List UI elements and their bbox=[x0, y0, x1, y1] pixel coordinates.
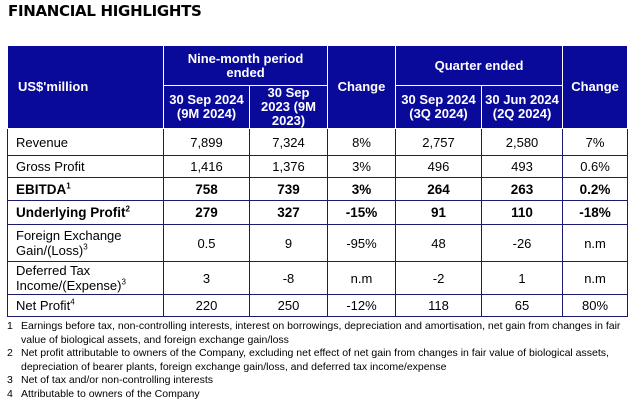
cell-value: 9 bbox=[248, 224, 329, 262]
table-row: Revenue 7,899 7,324 8% 2,757 2,580 7% bbox=[7, 128, 629, 156]
cell-value: -12% bbox=[327, 294, 397, 317]
cell-value: 91 bbox=[395, 200, 483, 225]
unit-header: US$'million bbox=[7, 45, 164, 129]
footnote-number: 4 bbox=[7, 387, 13, 400]
row-label: Net Profit4 bbox=[7, 294, 164, 317]
cell-value: 493 bbox=[481, 155, 564, 178]
cell-value: n.m bbox=[562, 261, 629, 295]
cell-value: 220 bbox=[163, 294, 250, 317]
col-3q-2024: 30 Sep 2024 (3Q 2024) bbox=[395, 85, 483, 129]
col-9m-2023: 30 Sep 2023 (9M 2023) bbox=[248, 85, 329, 129]
cell-value: 1 bbox=[481, 261, 564, 295]
footnote: 3 Net of tax and/or non-controlling inter… bbox=[7, 374, 637, 388]
cell-value: 110 bbox=[481, 200, 564, 225]
cell-value: 3 bbox=[163, 261, 250, 295]
cell-value: -18% bbox=[562, 200, 629, 225]
footnote-number: 3 bbox=[7, 374, 13, 386]
quarter-header: Quarter ended bbox=[395, 45, 564, 86]
cell-value: 0.2% bbox=[562, 177, 629, 201]
cell-value: 80% bbox=[562, 294, 629, 317]
cell-value: 264 bbox=[395, 177, 483, 201]
cell-value: 758 bbox=[163, 177, 250, 201]
table-row: Underlying Profit2 279 327 -15% 91 110 -18% bbox=[7, 200, 629, 225]
footnote-text: Attributable to owners of the Company bbox=[21, 387, 200, 400]
row-label: EBITDA1 bbox=[7, 177, 164, 201]
row-label: Revenue bbox=[7, 128, 164, 156]
cell-value: 118 bbox=[395, 294, 483, 317]
content: US$'million Nine-month period ended Chan… bbox=[7, 45, 637, 401]
col-2q-2024: 30 Jun 2024 (2Q 2024) bbox=[481, 85, 564, 129]
footnotes: 1 Earnings before tax, non-controlling in… bbox=[7, 320, 637, 401]
cell-value: 327 bbox=[248, 200, 329, 225]
cell-value: 0.5 bbox=[163, 224, 250, 262]
table-row: Foreign Exchange Gain/(Loss)3 0.5 9 -95% 48-… bbox=[7, 224, 629, 262]
footnote-text: Earnings before tax, non-controlling int… bbox=[21, 320, 621, 346]
change-header-q: Change bbox=[562, 45, 629, 129]
nine-month-header: Nine-month period ended bbox=[162, 45, 329, 86]
cell-value: -2 bbox=[395, 261, 483, 295]
cell-value: 2,580 bbox=[481, 128, 564, 156]
table-row: Net Profit4 220 250 -12% 118 65 80% bbox=[7, 294, 629, 317]
cell-value: -8 bbox=[248, 261, 329, 295]
cell-value: 8% bbox=[327, 128, 397, 156]
footnote-ref: 4 bbox=[70, 297, 75, 307]
footnote: 1 Earnings before tax, non-controlling in… bbox=[7, 320, 637, 347]
cell-value: 3% bbox=[327, 177, 397, 201]
cell-value: 250 bbox=[248, 294, 329, 317]
row-label: Foreign Exchange Gain/(Loss)3 bbox=[7, 224, 164, 262]
cell-value: n.m bbox=[562, 224, 629, 262]
footnote-number: 2 bbox=[7, 347, 13, 359]
row-label: Gross Profit bbox=[7, 155, 164, 178]
row-label: Deferred Tax Income/(Expense)3 bbox=[7, 261, 164, 295]
cell-value: -95% bbox=[327, 224, 397, 262]
cell-value: 2,757 bbox=[395, 128, 483, 156]
footnote-text: Net of tax and/or non-controlling intere… bbox=[21, 374, 214, 386]
footnote-ref: 2 bbox=[125, 204, 130, 214]
cell-value: 739 bbox=[248, 177, 329, 201]
table-row: Deferred Tax Income/(Expense)3 3 -8 n.m -2 1 n… bbox=[7, 261, 629, 295]
footnote: 2 Net profit attributable to owners of th… bbox=[7, 347, 637, 374]
cell-value: -26 bbox=[481, 224, 564, 262]
cell-value: 3% bbox=[327, 155, 397, 178]
footnote-number: 1 bbox=[7, 320, 13, 332]
cell-value: 1,416 bbox=[163, 155, 250, 178]
cell-value: n.m bbox=[327, 261, 397, 295]
footnote-text: Net profit attributable to owners of the… bbox=[21, 347, 609, 373]
table-row: Gross Profit 1,416 1,376 3% 496 493 0.6% bbox=[7, 155, 629, 178]
row-label: Underlying Profit2 bbox=[7, 200, 164, 225]
cell-value: 7,324 bbox=[248, 128, 329, 156]
footnote-ref: 3 bbox=[83, 242, 88, 252]
cell-value: 0.6% bbox=[562, 155, 629, 178]
footnote-ref: 1 bbox=[66, 181, 71, 190]
cell-value: 7% bbox=[562, 128, 629, 156]
financial-highlights-table: US$'million Nine-month period ended Chan… bbox=[7, 45, 629, 317]
cell-value: 496 bbox=[395, 155, 483, 178]
cell-value: 7,899 bbox=[163, 128, 250, 156]
change-header-9m: Change bbox=[327, 45, 397, 129]
cell-value: 48 bbox=[395, 224, 483, 262]
page-title: FINANCIAL HIGHLIGHTS bbox=[8, 2, 202, 20]
footnote-ref: 3 bbox=[121, 277, 126, 287]
footnote: 4 Attributable to owners of the Company bbox=[7, 388, 637, 402]
cell-value: 263 bbox=[481, 177, 564, 201]
cell-value: 279 bbox=[163, 200, 250, 225]
cell-value: 1,376 bbox=[248, 155, 329, 178]
cell-value: 65 bbox=[481, 294, 564, 317]
cell-value: -15% bbox=[327, 200, 397, 225]
table-row: EBITDA1 758 739 3% 264 263 0.2% bbox=[7, 177, 629, 201]
col-9m-2024: 30 Sep 2024 (9M 2024) bbox=[163, 85, 250, 129]
